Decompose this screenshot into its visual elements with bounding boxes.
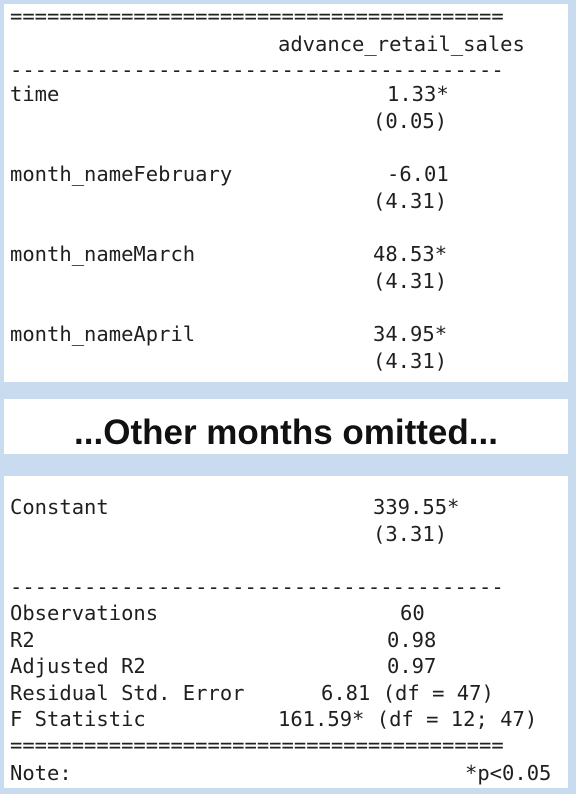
stat-value: 60 [400,601,425,625]
row-std-error: (4.31) [373,189,448,213]
omitted-text: ...Other months omitted... [74,413,498,452]
constant-std-error: (3.31) [373,522,448,546]
double-rule: ======================================== [10,733,504,757]
stat-label: F Statistic [10,707,146,731]
omitted-banner: ...Other months omitted... [4,399,568,454]
row-coefficient: 1.33* [387,82,449,106]
stat-value: 0.97 [387,654,437,678]
stat-label: Residual Std. Error [10,681,245,705]
row-std-error: (4.31) [373,269,448,293]
regression-table-bottom: Constant 339.55* (3.31) ----------------… [4,476,568,788]
row-std-error: (0.05) [373,109,448,133]
row-label: month_nameFebruary [10,162,233,186]
double-rule: ======================================== [10,4,504,28]
stat-value: 6.81 (df = 47) [321,681,494,705]
row-label: month_nameMarch [10,242,196,266]
stat-value: 161.59* (df = 12; 47) [278,707,538,731]
row-coefficient: 48.53* [373,242,448,266]
note-value: *p<0.05 [465,761,552,785]
row-coefficient: 34.95* [373,322,448,346]
stat-label: Adjusted R2 [10,654,146,678]
row-coefficient: -6.01 [387,162,449,186]
regression-table-top: ========================================… [4,4,568,382]
stat-value: 0.98 [387,628,437,652]
note-label: Note: [10,761,72,785]
single-rule: ---------------------------------------- [10,575,504,599]
single-rule: ---------------------------------------- [10,58,504,82]
constant-coefficient: 339.55* [373,495,460,519]
row-label: month_nameApril [10,322,196,346]
row-label: time [10,82,60,106]
stat-label: Observations [10,601,159,625]
dependent-variable-header: advance_retail_sales [278,32,525,56]
constant-label: Constant [10,495,109,519]
stat-label: R2 [10,628,35,652]
row-std-error: (4.31) [373,349,448,373]
